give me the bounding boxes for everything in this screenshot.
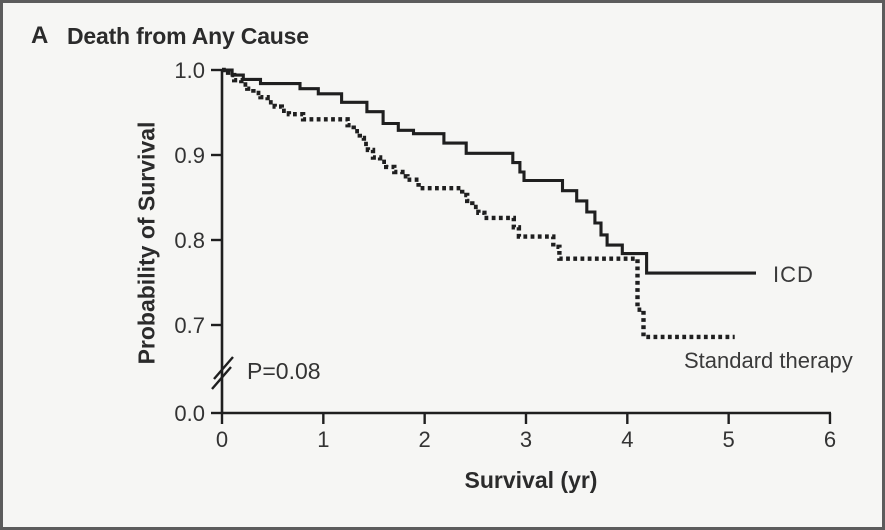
y-tick-label: 0.0 [174,401,205,426]
standard-therapy-series-label: Standard therapy [684,348,853,373]
y-axis-title: Probability of Survival [133,121,160,365]
x-tick-label: 3 [520,427,532,452]
panel-label: A [31,22,49,49]
x-tick-label: 1 [317,427,329,452]
km-chart-svg: 1.0 0.9 0.8 0.7 0.0 0 1 2 3 4 5 6 [174,58,836,452]
x-tick-label: 6 [824,427,836,452]
x-tick-label: 2 [419,427,431,452]
y-tick-label: 0.9 [174,143,205,168]
x-tick-label: 4 [621,427,633,452]
y-axis-break-icon [211,356,234,390]
x-tick-label: 5 [723,427,735,452]
y-tick-label: 0.7 [174,313,205,338]
standard-therapy-curve [222,67,735,340]
y-tick-label: 0.8 [174,228,205,253]
chart-title: Death from Any Cause [67,23,309,49]
x-tick-label: 0 [216,427,228,452]
y-tick-label: 1.0 [174,58,205,83]
x-axis-title: Survival (yr) [464,467,598,493]
icd-series-label: ICD [773,262,814,287]
icd-curve [222,68,756,275]
p-value-label: P=0.08 [247,358,321,384]
